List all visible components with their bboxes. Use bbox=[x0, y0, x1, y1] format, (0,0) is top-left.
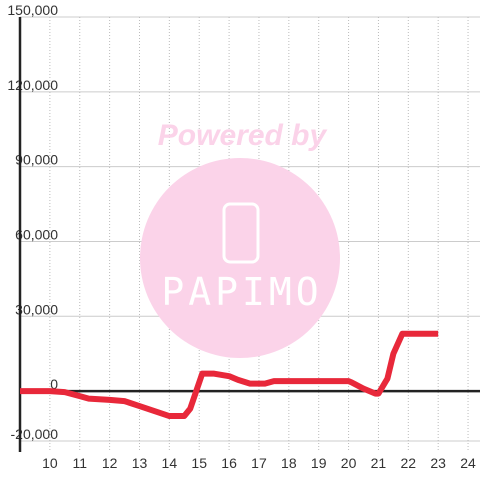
x-tick-label: 23 bbox=[430, 455, 446, 471]
x-tick-label: 14 bbox=[162, 455, 178, 471]
x-tick-label: 24 bbox=[460, 455, 476, 471]
x-tick-label: 19 bbox=[311, 455, 327, 471]
y-tick-label: 150,000 bbox=[7, 2, 58, 18]
y-tick-label: 90,000 bbox=[15, 152, 58, 168]
x-tick-label: 15 bbox=[191, 455, 207, 471]
x-tick-label: 11 bbox=[72, 455, 87, 471]
line bbox=[20, 330, 439, 420]
x-tick-label: 18 bbox=[281, 455, 297, 471]
x-tick-label: 17 bbox=[251, 455, 267, 471]
x-tick-label: 13 bbox=[132, 455, 148, 471]
watermark-text: Powered by bbox=[158, 119, 328, 152]
x-tick-label: 10 bbox=[42, 455, 58, 471]
x-tick-label: 22 bbox=[401, 455, 417, 471]
y-tick-label: 0 bbox=[50, 376, 58, 392]
y-tick-label: 120,000 bbox=[7, 77, 58, 93]
x-tick-label: 21 bbox=[371, 455, 387, 471]
x-tick-label: 16 bbox=[221, 455, 237, 471]
x-tick-label: 20 bbox=[341, 455, 357, 471]
y-tick-label: 30,000 bbox=[15, 301, 58, 317]
y-tick-label: -20,000 bbox=[11, 426, 59, 442]
y-tick-label: 60,000 bbox=[15, 226, 58, 242]
watermark-logo: PAPIMO bbox=[161, 270, 322, 314]
watermark-circle bbox=[140, 158, 340, 358]
x-tick-label: 12 bbox=[102, 455, 118, 471]
watermark-icon bbox=[222, 202, 260, 264]
